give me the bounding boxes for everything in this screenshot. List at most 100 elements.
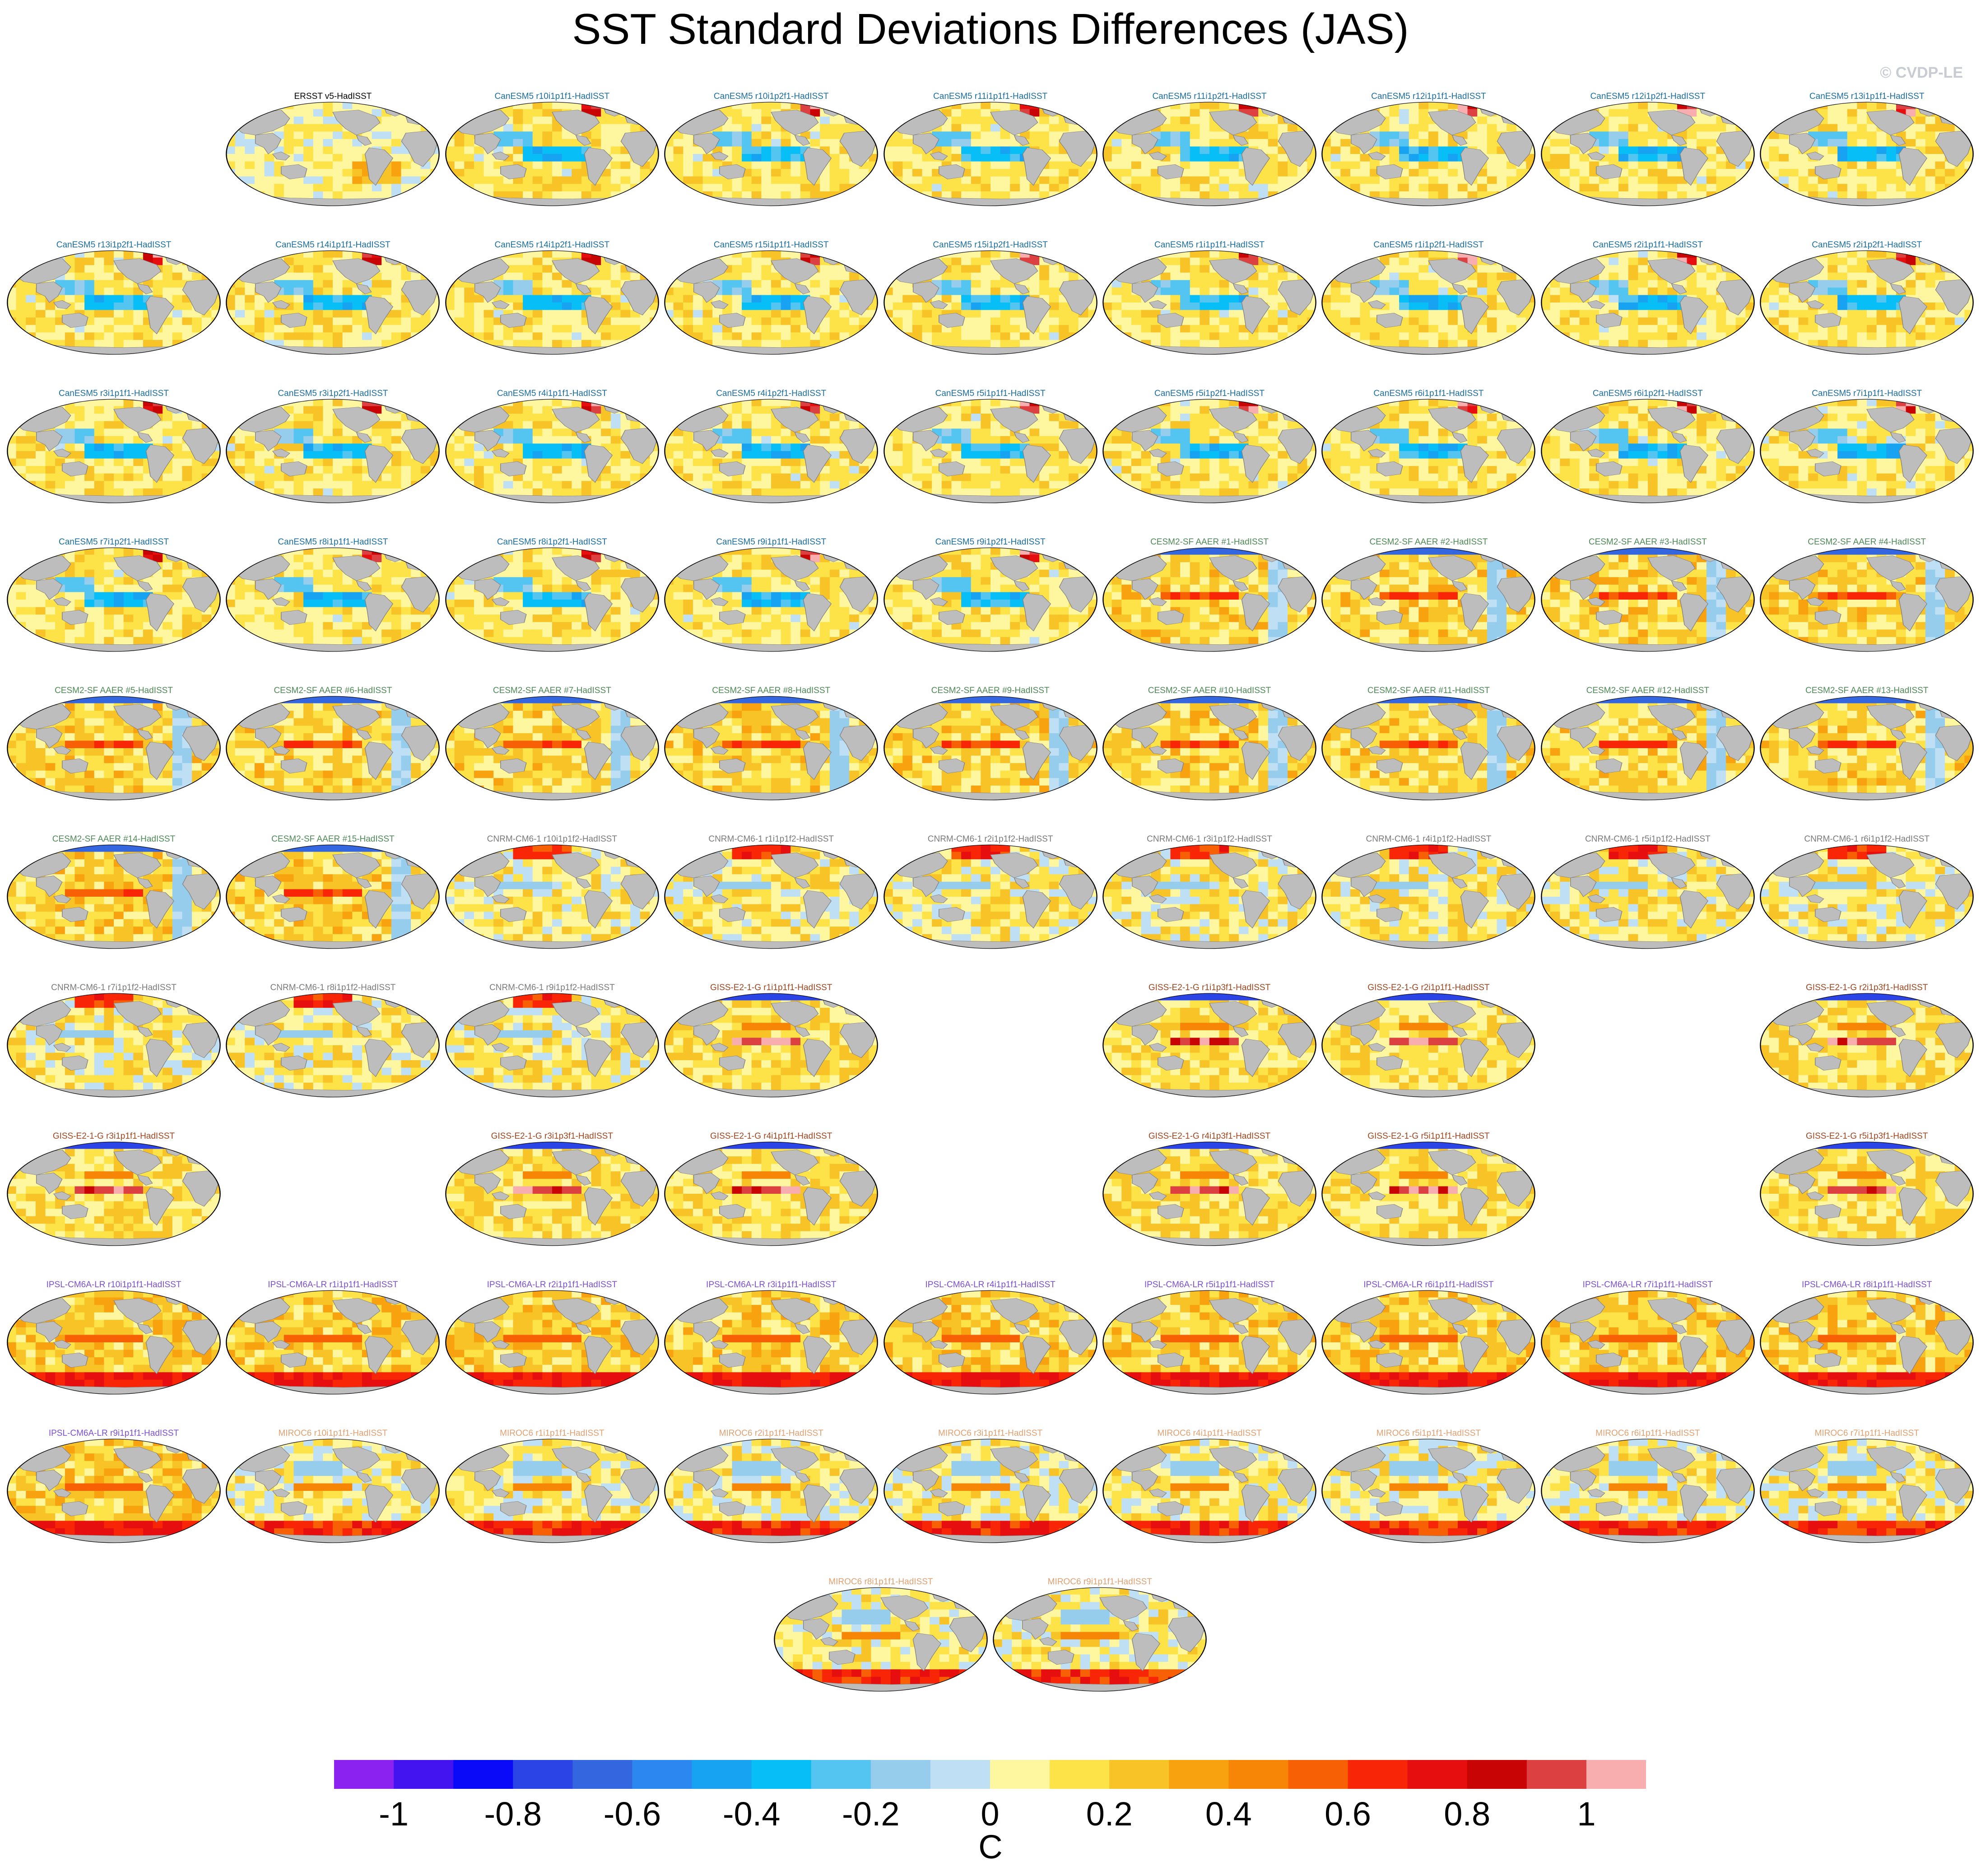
sst-cell xyxy=(1828,139,1838,147)
sst-cell xyxy=(430,184,440,192)
sst-cell xyxy=(1657,154,1668,162)
sst-cell xyxy=(1779,191,1790,199)
sst-cell xyxy=(732,272,743,280)
sst-cell xyxy=(640,257,651,265)
sst-cell xyxy=(1209,191,1220,199)
sst-cell xyxy=(1857,116,1868,125)
sst-cell xyxy=(352,251,363,258)
sst-cell xyxy=(742,310,752,318)
sst-cell xyxy=(1200,169,1210,177)
sst-cell xyxy=(884,332,893,340)
sst-cell xyxy=(951,109,962,117)
sst-cell xyxy=(1350,146,1361,154)
sst-cell xyxy=(1288,176,1298,184)
sst-cell xyxy=(859,265,870,273)
sst-cell xyxy=(1360,102,1371,110)
sst-cell xyxy=(522,325,533,333)
sst-cell xyxy=(781,332,791,340)
sst-cell xyxy=(1009,295,1020,303)
sst-cell xyxy=(971,116,981,125)
sst-cell xyxy=(1599,124,1609,132)
sst-cell xyxy=(884,347,893,354)
sst-cell xyxy=(293,154,304,162)
sst-cell xyxy=(830,280,840,288)
sst-cell xyxy=(1618,251,1629,258)
sst-cell xyxy=(1935,161,1946,169)
sst-cell xyxy=(1000,191,1010,199)
sst-cell xyxy=(1258,124,1269,132)
sst-cell xyxy=(182,317,193,326)
sst-cell xyxy=(411,325,422,333)
sst-cell xyxy=(16,325,27,333)
sst-cell xyxy=(1141,102,1152,110)
sst-cell xyxy=(1798,176,1809,184)
sst-cell xyxy=(1560,176,1570,184)
sst-cell xyxy=(313,139,324,147)
sst-cell xyxy=(1160,184,1171,192)
sst-cell xyxy=(1857,139,1868,147)
sst-cell xyxy=(293,265,304,273)
sst-cell xyxy=(771,251,781,258)
sst-cell xyxy=(980,191,991,199)
sst-cell xyxy=(532,146,543,154)
sst-cell xyxy=(454,154,465,162)
sst-cell xyxy=(532,332,543,340)
sst-cell xyxy=(1190,251,1200,258)
sst-cell xyxy=(1000,280,1010,288)
sst-cell xyxy=(391,332,402,340)
sst-cell xyxy=(313,109,324,117)
sst-cell xyxy=(381,139,392,147)
sst-cell xyxy=(1278,310,1288,318)
sst-cell xyxy=(971,169,981,177)
sst-cell xyxy=(1837,176,1848,184)
land-mask xyxy=(1131,281,1158,303)
sst-cell xyxy=(430,272,440,280)
sst-cell xyxy=(55,325,65,333)
sst-cell xyxy=(830,139,840,147)
sst-cell xyxy=(572,184,582,192)
sst-cell xyxy=(1009,176,1020,184)
sst-cell xyxy=(1569,176,1580,184)
sst-cell xyxy=(673,116,684,125)
sst-cell xyxy=(1706,272,1717,280)
sst-cell xyxy=(640,124,651,132)
sst-cell xyxy=(1945,176,1955,184)
sst-cell xyxy=(884,176,893,184)
sst-cell xyxy=(255,154,265,162)
sst-cell xyxy=(742,109,752,117)
sst-cell xyxy=(303,265,314,273)
sst-cell xyxy=(1497,102,1507,110)
sst-cell xyxy=(1160,102,1171,110)
sst-cell xyxy=(1467,332,1478,340)
sst-cell xyxy=(1039,139,1050,147)
sst-cell xyxy=(1200,265,1210,273)
sst-cell xyxy=(732,191,743,199)
sst-cell xyxy=(264,154,275,162)
sst-cell xyxy=(1409,102,1419,110)
sst-cell xyxy=(303,161,314,169)
sst-cell xyxy=(1141,199,1152,206)
sst-cell xyxy=(493,325,504,333)
sst-cell xyxy=(1209,310,1220,318)
sst-cell xyxy=(1103,340,1112,348)
sst-cell xyxy=(771,325,781,333)
sst-cell xyxy=(1638,146,1648,154)
sst-cell xyxy=(1009,332,1020,340)
sst-cell xyxy=(1428,139,1439,147)
sst-cell xyxy=(683,295,694,303)
sst-cell xyxy=(323,169,334,177)
sst-cell xyxy=(1180,131,1190,140)
sst-cell xyxy=(1477,131,1488,140)
sst-cell xyxy=(391,139,402,147)
sst-cell xyxy=(562,295,572,303)
sst-cell xyxy=(1638,295,1648,303)
sst-cell xyxy=(313,176,324,184)
sst-cell xyxy=(1516,265,1527,273)
sst-cell xyxy=(1160,295,1171,303)
sst-cell xyxy=(951,146,962,154)
sst-cell xyxy=(522,109,533,117)
sst-cell xyxy=(912,184,923,192)
sst-cell xyxy=(333,287,343,295)
sst-cell xyxy=(1200,116,1210,125)
sst-cell xyxy=(391,176,402,184)
